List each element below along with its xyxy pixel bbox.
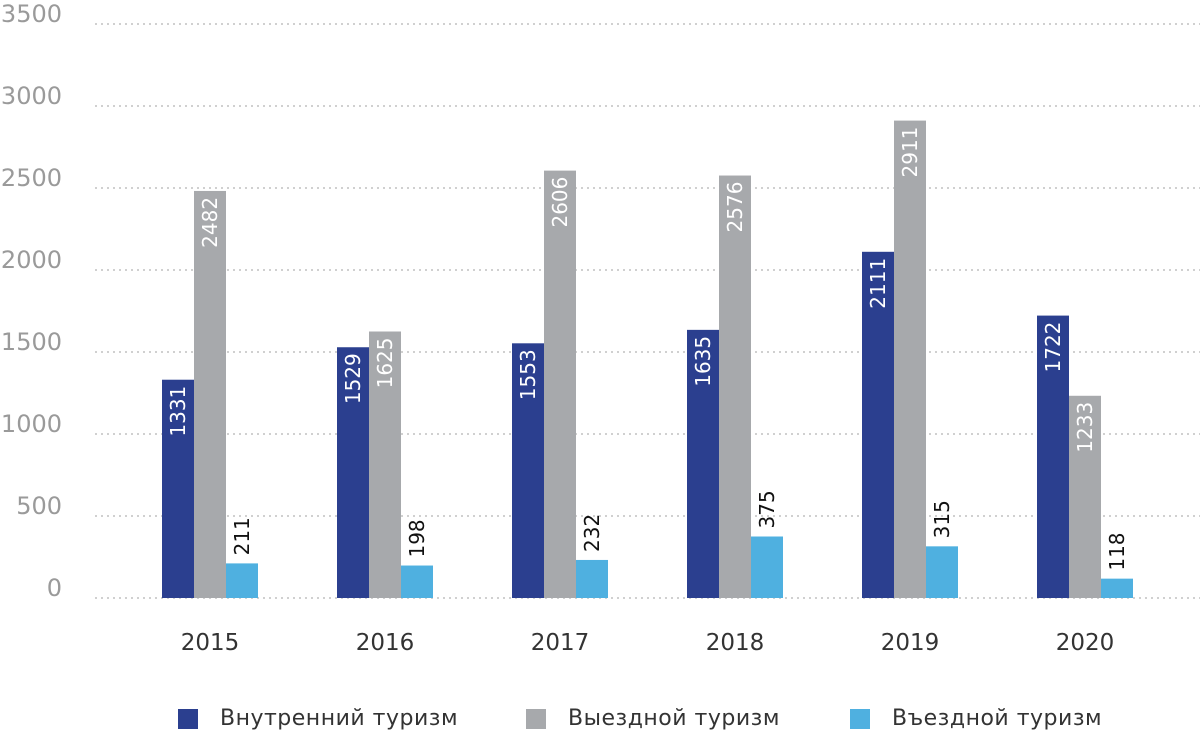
data-label: 118 <box>1105 532 1129 570</box>
x-tick-label: 2018 <box>706 630 765 656</box>
legend-swatch <box>178 708 198 729</box>
data-label: 1233 <box>1073 402 1097 453</box>
bar <box>1037 315 1069 598</box>
data-label: 211 <box>230 517 254 555</box>
y-tick-label: 500 <box>16 492 62 520</box>
data-label: 1635 <box>691 336 715 387</box>
data-label: 2576 <box>723 182 747 233</box>
bar <box>687 329 719 598</box>
data-label: 1529 <box>341 353 365 404</box>
y-tick-label: 3500 <box>1 0 62 28</box>
bar <box>162 379 194 598</box>
data-label: 2911 <box>898 127 922 178</box>
bar <box>544 170 576 598</box>
legend-label: Въездной туризм <box>892 706 1103 731</box>
bar <box>337 347 369 598</box>
data-label: 1722 <box>1041 322 1065 373</box>
bar <box>751 536 783 598</box>
bar <box>576 559 608 598</box>
legend-swatch <box>526 708 546 729</box>
bar <box>369 331 401 598</box>
bar <box>894 120 926 598</box>
data-label: 2482 <box>198 197 222 248</box>
legend-label: Внутренний туризм <box>220 706 459 731</box>
bar <box>1069 395 1101 598</box>
bar <box>226 563 258 598</box>
y-tick-label: 3000 <box>1 82 62 110</box>
legend-swatch <box>850 708 870 729</box>
bar <box>862 251 894 598</box>
bar <box>512 343 544 598</box>
y-tick-label: 1500 <box>1 328 62 356</box>
legend: Внутренний туризм Выездной туризм Въездн… <box>0 706 1200 740</box>
data-label: 232 <box>580 514 604 552</box>
data-label: 1331 <box>166 386 190 437</box>
data-label: 2606 <box>548 177 572 228</box>
bar-chart: 0 500 1000 1500 2000 2500 3000 3500 2015 1331 2482… <box>1 0 1200 656</box>
data-label: 1625 <box>373 338 397 389</box>
data-label: 375 <box>755 490 779 528</box>
y-tick-label: 2500 <box>1 164 62 192</box>
bar <box>194 190 226 598</box>
data-label: 2111 <box>866 258 890 309</box>
x-tick-label: 2015 <box>181 630 240 656</box>
bar <box>719 175 751 598</box>
legend-item-outbound: Выездной туризм <box>526 706 780 731</box>
x-tick-label: 2017 <box>531 630 590 656</box>
bar <box>1101 578 1133 598</box>
legend-item-domestic: Внутренний туризм <box>178 706 458 731</box>
bar <box>401 565 433 598</box>
x-tick-label: 2016 <box>356 630 415 656</box>
x-tick-label: 2020 <box>1056 630 1115 656</box>
data-label: 1553 <box>516 349 540 400</box>
data-label: 198 <box>405 519 429 557</box>
legend-item-inbound: Въездной туризм <box>850 706 1102 731</box>
y-tick-label: 2000 <box>1 246 62 274</box>
bar <box>926 546 958 598</box>
data-label: 315 <box>930 500 954 538</box>
y-tick-label: 0 <box>47 574 62 602</box>
y-tick-label: 1000 <box>1 410 62 438</box>
legend-label: Выездной туризм <box>568 706 780 731</box>
x-tick-label: 2019 <box>881 630 940 656</box>
